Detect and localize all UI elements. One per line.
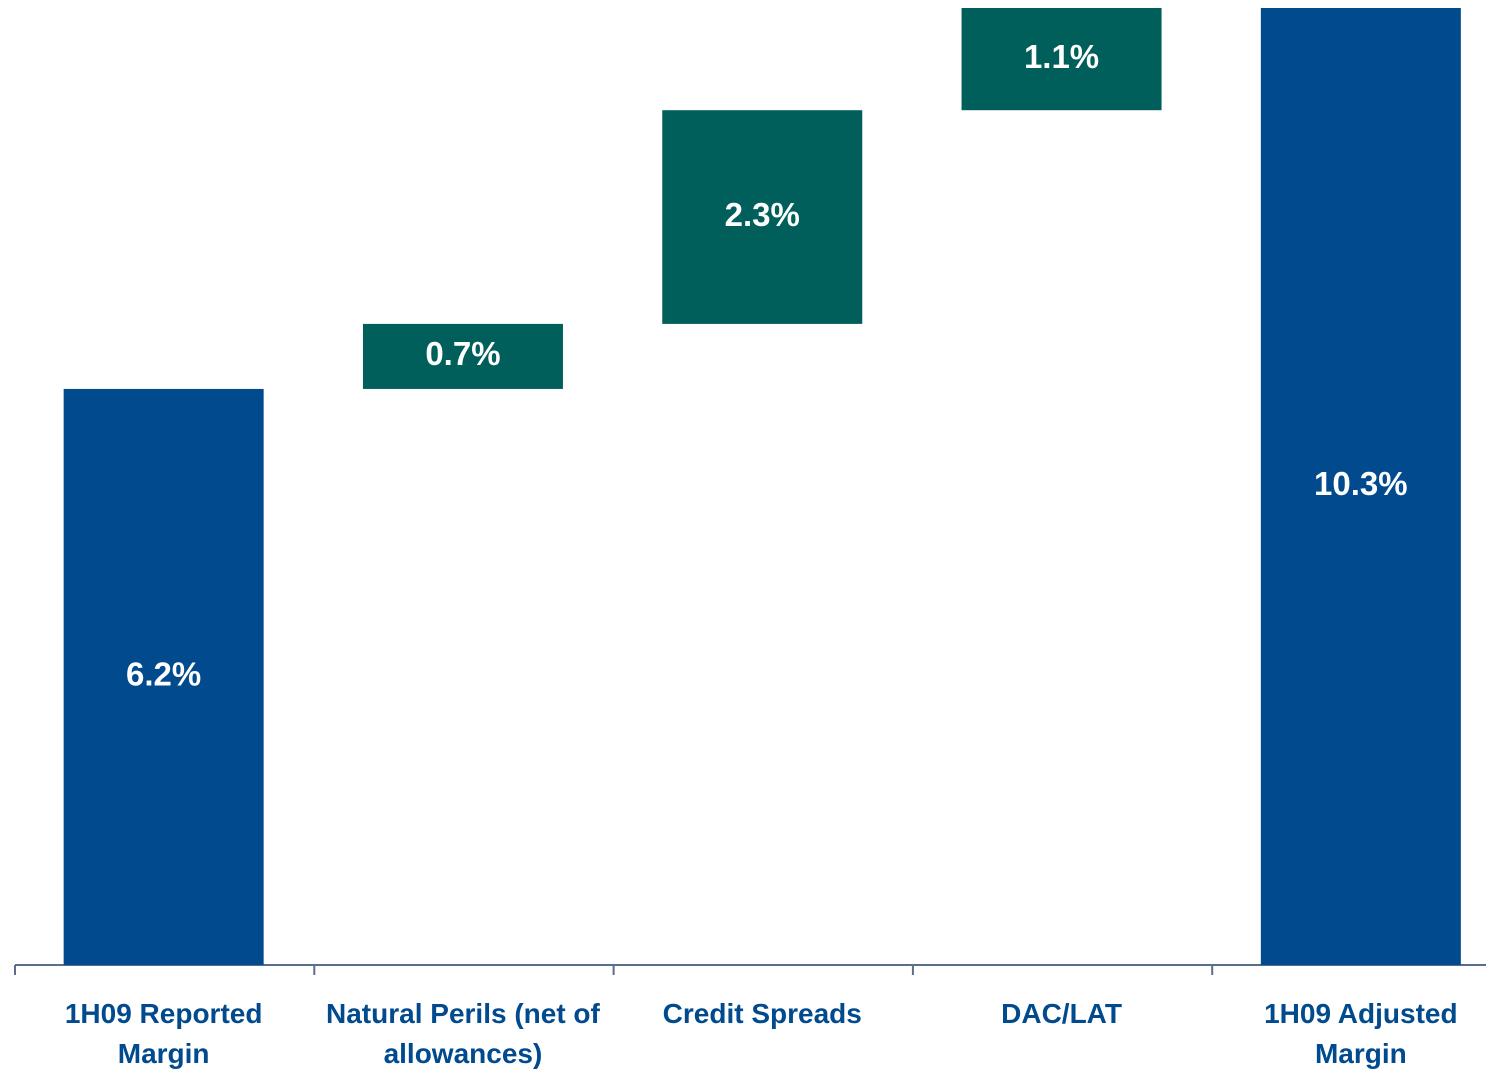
data-label: 0.7% — [425, 335, 500, 372]
x-tick-label: 1H09 Adjusted Margin — [1264, 998, 1458, 1069]
data-label: 2.3% — [725, 196, 800, 233]
delta-bar — [961, 8, 1162, 111]
total-bar — [63, 388, 264, 965]
x-tick-label: 1H09 Reported Margin — [64, 998, 263, 1069]
delta-bar — [362, 323, 563, 389]
data-label: 10.3% — [1314, 465, 1408, 502]
x-tick-label: Natural Perils (net of allowances) — [326, 998, 600, 1069]
delta-bar — [662, 110, 863, 324]
x-tick-label: DAC/LAT — [1001, 998, 1122, 1029]
data-label: 1.1% — [1024, 38, 1099, 75]
total-bar — [1260, 8, 1461, 965]
x-tick-label: Credit Spreads — [662, 998, 862, 1029]
data-label: 6.2% — [126, 656, 201, 693]
